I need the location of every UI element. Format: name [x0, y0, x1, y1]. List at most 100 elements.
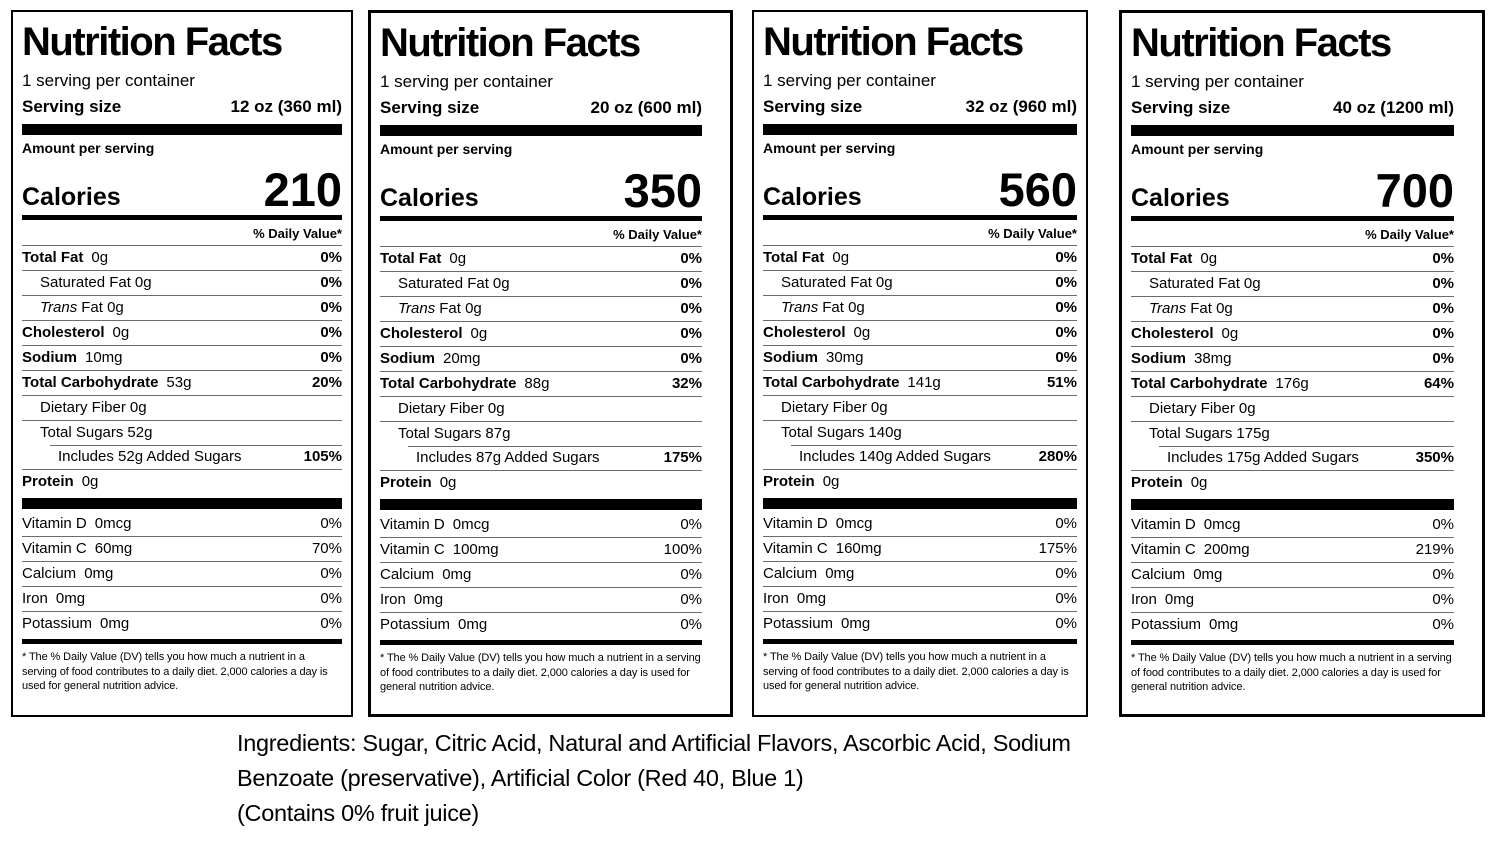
serving-size-value: 12 oz (360 ml) [230, 97, 343, 116]
nutrient-row: Dietary Fiber 0g [22, 395, 342, 420]
amount-per-serving: Amount per serving [1131, 141, 1264, 157]
nutrient-row: Total Fat 0g 0% [22, 245, 342, 270]
daily-value-percent: 0% [320, 590, 342, 607]
nutrient-row: Sodium 30mg 0% [763, 345, 1077, 370]
ingredients-text: Ingredients: Sugar, Citric Acid, Natural… [237, 726, 1277, 831]
nutrient-row: Vitamin C 200mg 219% [1131, 537, 1454, 562]
nutrient-amount: 141g [907, 374, 941, 391]
daily-value-percent: 0% [680, 250, 702, 267]
nutrient-row: Total Carbohydrate 53g 20% [22, 370, 342, 395]
nutrient-row: Total Fat 0g 0% [380, 246, 702, 271]
nutrient-row: Includes 175g Added Sugars 350% [1131, 446, 1454, 470]
vitamin-rows: Vitamin D 0mcg 0% Vitamin C 100mg 100% Calcium… [380, 513, 702, 637]
thick-divider-bar [22, 498, 342, 509]
thick-divider-bar [380, 125, 702, 136]
nutrient-row: Calcium 0mg 0% [1131, 562, 1454, 587]
nutrient-name: Trans [1149, 300, 1187, 317]
nutrient-amount: 0mg [458, 616, 488, 633]
daily-value-percent: 20% [311, 374, 342, 391]
nutrient-rows: Total Fat 0g 0% Saturated Fat 0g 0% Trans Fat 0… [763, 245, 1077, 494]
nutrient-row: Protein 0g [763, 469, 1077, 494]
daily-value-percent: 0% [680, 591, 702, 608]
nutrient-name: Vitamin C [380, 541, 445, 558]
daily-value-percent: 0% [1055, 590, 1077, 607]
nutrient-rows: Total Fat 0g 0% Saturated Fat 0g 0% Trans Fat 0… [22, 245, 342, 494]
nutrient-name: Trans [40, 299, 78, 316]
nutrient-row: Total Sugars 175g [1131, 421, 1454, 446]
nutrient-name: Calcium [763, 565, 818, 582]
nutrient-amount: 87g [485, 425, 511, 442]
nutrient-row: Vitamin D 0mcg 0% [380, 513, 702, 537]
nutrient-name: Iron [22, 590, 48, 607]
thick-divider-bar [22, 124, 342, 135]
nutrient-amount: 0g [134, 274, 152, 291]
nutrient-row: Iron 0mg 0% [1131, 587, 1454, 612]
nutrient-amount: 0g [91, 249, 109, 266]
medium-divider-bar [763, 639, 1077, 644]
daily-value-percent: 0% [320, 515, 342, 532]
label-title: Nutrition Facts [22, 20, 283, 64]
nutrient-name: Dietary Fiber [40, 399, 126, 416]
daily-value-percent: 280% [1038, 448, 1077, 465]
calories-value: 350 [623, 164, 702, 217]
nutrient-row: Iron 0mg 0% [22, 586, 342, 611]
medium-divider-bar [22, 639, 342, 644]
nutrient-name: Potassium [22, 615, 93, 632]
nutrient-amount: 0g [129, 399, 147, 416]
nutrient-row: Total Sugars 52g [22, 420, 342, 445]
daily-value-percent: 105% [303, 448, 342, 465]
serving-size-row: Serving size 32 oz (960 ml) [763, 94, 1077, 120]
daily-value-percent: 0% [1055, 324, 1077, 341]
nutrient-row: Sodium 20mg 0% [380, 346, 702, 371]
nutrient-row: Potassium 0mg 0% [380, 612, 702, 637]
daily-value-header: % Daily Value* [253, 226, 342, 241]
nutrient-amount: 0mg [1193, 566, 1223, 583]
nutrient-row: Trans Fat 0g 0% [22, 295, 342, 320]
serving-size-label: Serving size [1131, 98, 1231, 117]
nutrient-name: Potassium [763, 615, 834, 632]
daily-value-percent: 175% [1038, 540, 1077, 557]
medium-divider-bar [1131, 216, 1454, 221]
nutrient-name: Trans [781, 299, 819, 316]
nutrient-row: Saturated Fat 0g 0% [763, 270, 1077, 295]
nutrient-amount: 0mg [413, 591, 444, 608]
nutrient-amount: 0g [822, 473, 840, 490]
nutrient-name: Calcium [22, 565, 77, 582]
amount-per-serving: Amount per serving [22, 140, 155, 156]
nutrient-amount: Fat 0g [81, 299, 124, 316]
medium-divider-bar [22, 215, 342, 220]
nutrient-name: Total Carbohydrate [763, 374, 900, 391]
vitamin-rows: Vitamin D 0mcg 0% Vitamin C 60mg 70% Calcium 0m… [22, 512, 342, 636]
daily-value-percent: 0% [1432, 325, 1454, 342]
nutrient-name: Sodium [380, 350, 435, 367]
servings-per-container: 1 serving per container [1131, 72, 1304, 91]
nutrient-name: Vitamin C [1131, 541, 1196, 558]
nutrient-amount: 20mg [443, 350, 481, 367]
nutrient-row: Cholesterol 0g 0% [380, 321, 702, 346]
nutrient-row: Protein 0g [1131, 470, 1454, 495]
daily-value-percent: 100% [663, 541, 702, 558]
calories-value: 210 [263, 163, 342, 216]
nutrient-amount: 0g [449, 250, 467, 267]
servings-per-container: 1 serving per container [380, 72, 553, 91]
daily-value-header: % Daily Value* [1365, 227, 1454, 242]
daily-value-footnote: * The % Daily Value (DV) tells you how m… [380, 652, 701, 694]
nutrient-amount: 53g [166, 374, 192, 391]
daily-value-percent: 0% [320, 615, 342, 632]
daily-value-percent: 0% [320, 274, 342, 291]
nutrient-amount: 0g [487, 400, 505, 417]
nutrient-amount: Fat 0g [822, 299, 865, 316]
nutrient-row: Protein 0g [380, 470, 702, 495]
daily-value-percent: 32% [671, 375, 702, 392]
thick-divider-bar [1131, 499, 1454, 510]
nutrient-name: Calcium [1131, 566, 1186, 583]
nutrient-amount: Fat 0g [1190, 300, 1233, 317]
calories-value: 560 [998, 163, 1077, 216]
nutrition-label-40oz: Nutrition Facts 1 serving per container … [1119, 10, 1485, 717]
nutrient-row: Dietary Fiber 0g [380, 396, 702, 421]
nutrient-name: Cholesterol [22, 324, 105, 341]
nutrition-label-20oz: Nutrition Facts 1 serving per container … [368, 10, 733, 717]
nutrient-amount: 0mcg [94, 515, 132, 532]
nutrient-name: Vitamin D [380, 516, 445, 533]
calories-row: Calories 560 [763, 158, 1077, 216]
